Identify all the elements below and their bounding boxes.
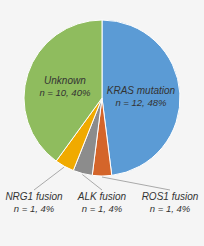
slice-label: ROS1 fusion — [142, 191, 199, 202]
pie-wedge — [102, 20, 180, 175]
slice-label: NRG1 fusion — [5, 191, 63, 202]
slice-value-label: n = 12, 48% — [115, 97, 167, 108]
leader-line — [82, 175, 102, 190]
slice-value-label: n = 10, 40% — [39, 87, 91, 98]
slice-label: ALK fusion — [77, 191, 127, 202]
leader-line — [102, 177, 170, 190]
slice-label: Unknown — [44, 75, 86, 86]
slice-value-label: n = 1, 4% — [82, 203, 123, 214]
slice-value-label: n = 1, 4% — [150, 203, 191, 214]
pie-wedge — [24, 20, 102, 161]
chart: KRAS mutationn = 12, 48% Unknownn = 10, 4… — [0, 0, 204, 246]
leader-line — [34, 167, 64, 190]
labels: KRAS mutationn = 12, 48% Unknownn = 10, 4… — [5, 75, 198, 214]
wedges — [24, 20, 180, 176]
background — [0, 0, 204, 246]
slice-label: KRAS mutation — [107, 85, 176, 96]
slice-value-label: n = 1, 4% — [14, 203, 55, 214]
